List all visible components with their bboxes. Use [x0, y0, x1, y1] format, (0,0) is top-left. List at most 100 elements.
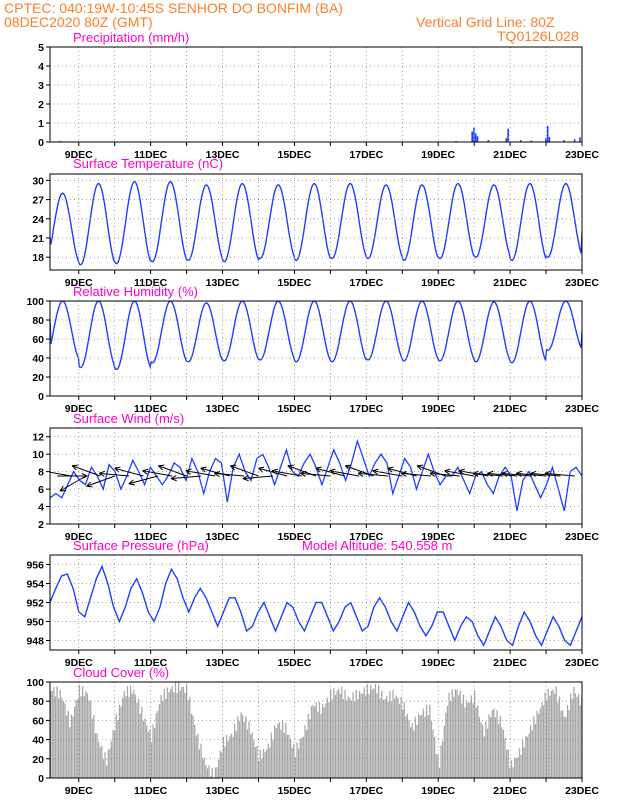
cloud-bar — [478, 716, 481, 778]
y-tick-label: 24 — [32, 214, 44, 226]
cloud-bar — [448, 692, 450, 778]
cloud-bar — [389, 691, 391, 778]
cloud-bar — [267, 743, 269, 778]
cloud-bar — [362, 693, 364, 778]
wind-vector-head — [158, 464, 165, 467]
series-precipitation — [59, 125, 581, 142]
cloud-bar — [482, 725, 484, 778]
cloud-bar — [400, 697, 402, 778]
y-tick-label: 1 — [38, 118, 44, 130]
series-humidity — [50, 301, 582, 371]
wind-vector — [429, 472, 460, 477]
wind-vector-head — [142, 470, 148, 475]
cloud-bar — [462, 694, 465, 778]
x-tick-label: 19DEC — [421, 785, 455, 797]
cloud-bar — [526, 736, 529, 778]
y-tick-label: 80 — [32, 696, 44, 708]
cloud-bar — [94, 733, 97, 778]
cloud-bar — [443, 725, 445, 778]
cloud-bar — [254, 747, 257, 778]
wind-vector-head — [59, 485, 64, 492]
cloud-bar — [411, 723, 413, 778]
cloud-bar — [136, 702, 138, 778]
cloud-bar — [442, 741, 444, 778]
cloud-bar — [568, 710, 570, 778]
cloud-bar — [555, 686, 557, 778]
wind-vector — [114, 467, 144, 477]
cloud-bar — [530, 725, 532, 778]
cloud-bar — [203, 757, 205, 778]
x-tick-label: 23DEC — [565, 277, 599, 289]
cloud-bar — [578, 693, 580, 778]
cloud-bar — [386, 696, 388, 778]
y-tick-label: 40 — [32, 353, 44, 365]
precip-bar — [519, 140, 522, 142]
cloud-bar — [50, 690, 52, 778]
y-tick-label: 10 — [32, 449, 44, 461]
y-tick-label: 100 — [26, 296, 44, 308]
cloud-bar — [152, 724, 154, 778]
cloud-bar — [75, 699, 77, 778]
cloud-bar — [150, 742, 153, 778]
y-tick-label: 5 — [38, 42, 44, 54]
series-cloud — [50, 682, 582, 778]
cloud-bar — [315, 702, 317, 778]
cloud-bar — [493, 708, 495, 778]
wind-vector-head — [329, 468, 336, 472]
cloud-bar — [398, 703, 401, 778]
cloud-bar — [53, 686, 55, 778]
cloud-bar — [126, 686, 129, 778]
cloud-bar — [562, 709, 564, 778]
cloud-bar — [221, 752, 223, 778]
cloud-bar — [210, 776, 212, 778]
cloud-bar — [112, 730, 114, 778]
cloud-bar — [192, 715, 194, 778]
cloud-bar — [130, 685, 132, 778]
wind-vector-head — [515, 470, 522, 474]
cloud-bar — [155, 713, 157, 778]
x-tick-label: 13DEC — [206, 277, 240, 289]
cloud-bar — [451, 689, 453, 778]
cloud-bar — [80, 696, 82, 778]
cloud-bar — [330, 689, 332, 778]
wind-vector-head — [99, 470, 105, 474]
cloud-bar — [214, 767, 217, 778]
cloud-bar — [163, 689, 165, 778]
x-tick-label: 13DEC — [206, 403, 240, 415]
cloud-bar — [498, 724, 500, 778]
cloud-bar — [194, 724, 196, 778]
cloud-bar — [576, 696, 578, 778]
cloud-bar — [147, 731, 149, 778]
cloud-bar — [154, 728, 156, 778]
cloud-bar — [390, 701, 393, 778]
cloud-bar — [294, 757, 297, 778]
cloud-bar — [298, 748, 300, 778]
wind-vector — [444, 470, 475, 477]
cloud-bar — [574, 693, 577, 778]
grid — [50, 47, 582, 142]
plot-frame — [49, 46, 583, 143]
wind-vector-head — [128, 483, 135, 486]
wind-vector-head — [72, 464, 79, 467]
cloud-bar — [334, 695, 337, 778]
wind-vector-head — [158, 465, 163, 471]
cloud-bar — [160, 695, 162, 778]
cloud-bar — [421, 714, 423, 778]
wind-vector-head — [501, 472, 508, 477]
cloud-bar — [379, 698, 381, 778]
cloud-bar — [410, 727, 412, 778]
cloud-bar — [98, 741, 100, 778]
cloud-bar — [558, 696, 561, 778]
x-tick-label: 23DEC — [565, 657, 599, 669]
cloud-bar — [261, 759, 263, 778]
y-tick-label: 954 — [26, 579, 44, 591]
cloud-bar — [378, 684, 380, 778]
wind-vector-head — [86, 485, 93, 488]
wind-vector-head — [487, 472, 493, 477]
cloud-bar — [117, 720, 119, 778]
y-tick-label: 4 — [38, 502, 44, 514]
cloud-bar — [286, 735, 289, 778]
x-tick-label: 15DEC — [278, 785, 312, 797]
cloud-bar — [230, 733, 233, 778]
wind-vector-head — [357, 472, 364, 477]
